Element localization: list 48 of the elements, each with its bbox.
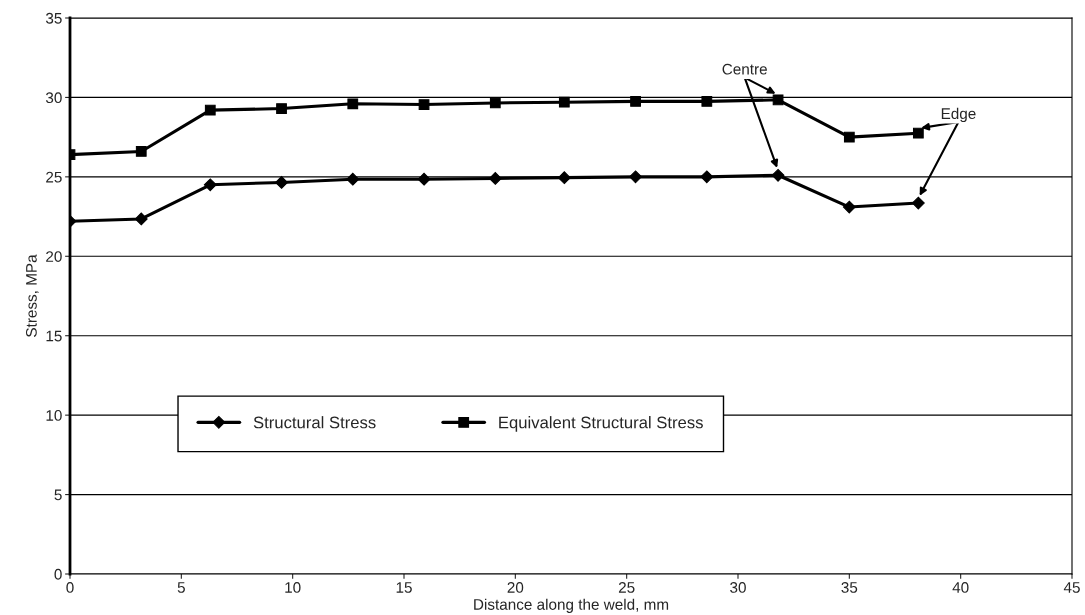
x-tick-label: 15: [396, 582, 412, 593]
y-tick-label: 10: [46, 410, 62, 421]
point: [418, 99, 430, 110]
legend-label: Equivalent Structural Stress: [499, 416, 703, 432]
point: [346, 172, 360, 186]
point: [275, 176, 288, 189]
point: [911, 196, 925, 210]
point: [912, 127, 924, 139]
legend-label: Structural Stress: [253, 416, 376, 429]
point: [135, 146, 147, 157]
x-tick-label: 20: [507, 582, 524, 593]
point: [842, 200, 856, 214]
x-tick-label: 25: [618, 582, 635, 593]
point: [630, 96, 641, 107]
y-tick-label: 15: [46, 330, 62, 342]
x-tick-label: 10: [285, 582, 301, 593]
point: [843, 131, 855, 143]
point: [489, 97, 501, 109]
point: [771, 168, 785, 182]
point: [700, 170, 714, 184]
x-axis-title: Distance along the weld, mm: [474, 598, 669, 613]
x-tick-label: 0: [66, 582, 74, 593]
y-tick-label: 5: [54, 489, 62, 501]
x-tick-label: 45: [1063, 582, 1080, 593]
y-tick-label: 30: [45, 92, 62, 104]
point: [488, 172, 502, 185]
annotation: Edge: [941, 107, 976, 123]
point: [557, 171, 571, 185]
y-tick-label: 35: [45, 12, 62, 24]
point: [134, 212, 148, 226]
x-tick-label: 40: [952, 582, 969, 593]
y-tick-label: 20: [46, 251, 62, 262]
x-tick-label: 5: [177, 582, 185, 593]
x-tick-label: 35: [841, 582, 858, 593]
point: [417, 172, 431, 186]
y-axis-title: Stress, MPa: [25, 254, 39, 337]
annotation: Centre: [722, 63, 767, 75]
point: [276, 103, 287, 114]
point: [203, 178, 217, 192]
point: [347, 98, 359, 110]
y-tick-label: 0: [54, 568, 62, 580]
point: [701, 96, 713, 107]
point: [772, 94, 784, 106]
point: [558, 96, 570, 108]
point: [629, 170, 642, 184]
y-tick-label: 25: [46, 171, 62, 183]
x-tick-label: 30: [730, 582, 746, 593]
point: [204, 104, 216, 116]
